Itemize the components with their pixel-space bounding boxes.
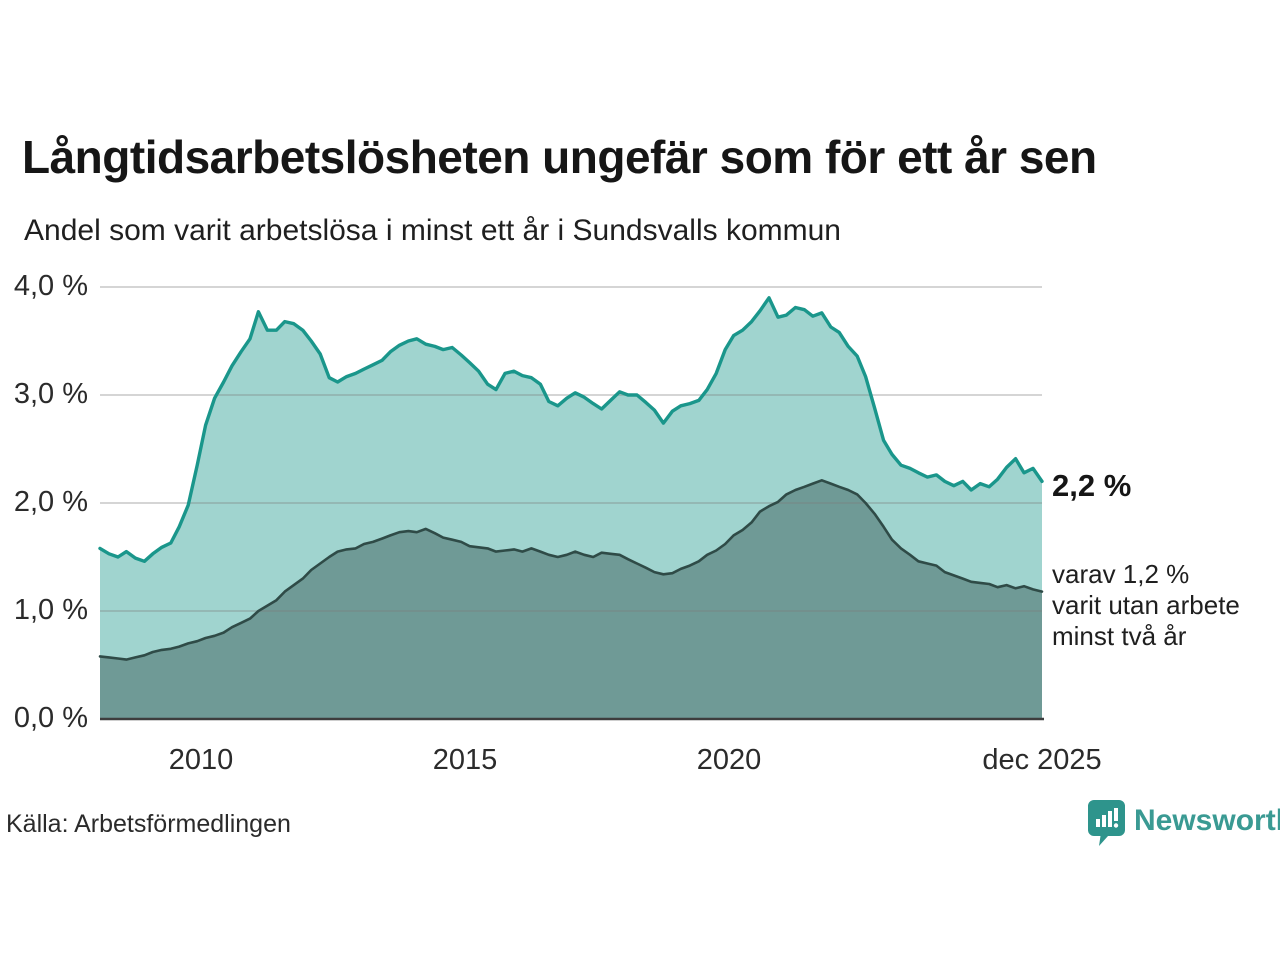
x-tick-label: 2015 [432, 744, 498, 776]
x-tick-label: 2020 [696, 744, 762, 776]
brand-logo: Newsworthy [1088, 800, 1280, 848]
secondary-value-line: varit utan arbete [1052, 590, 1240, 620]
y-tick-label: 1,0 % [13, 594, 88, 626]
line-two-years [98, 479, 1044, 661]
secondary-value-label: varav 1,2 % varit utan arbete minst två … [1052, 559, 1240, 652]
latest-value-label: 2,2 % [1052, 468, 1132, 503]
y-axis-labels: 0,0 % 1,0 % 2,0 % 3,0 % 4,0 % [0, 0, 88, 960]
secondary-value-line: varav 1,2 % [1052, 559, 1190, 589]
line-one-year [98, 296, 1044, 563]
y-tick-label: 4,0 % [13, 270, 88, 302]
newsworthy-bubble-chart-icon [1088, 800, 1125, 846]
brand-name: Newsworthy [1134, 804, 1280, 837]
x-axis-labels: 2010 2015 2020 dec 2025 [0, 744, 1280, 784]
chart-subtitle: Andel som varit arbetslösa i minst ett å… [24, 214, 841, 247]
x-tick-label: dec 2025 [982, 744, 1102, 776]
x-tick-label: 2010 [168, 744, 234, 776]
area-fill-two-years [100, 480, 1042, 719]
y-tick-label: 0,0 % [13, 702, 88, 734]
source-note: Källa: Arbetsförmedlingen [6, 810, 291, 838]
y-tick-label: 3,0 % [13, 378, 88, 410]
secondary-value-line: minst två år [1052, 621, 1187, 651]
page-title: Långtidsarbetslösheten ungefär som för e… [22, 131, 1097, 183]
y-tick-label: 2,0 % [13, 486, 88, 518]
